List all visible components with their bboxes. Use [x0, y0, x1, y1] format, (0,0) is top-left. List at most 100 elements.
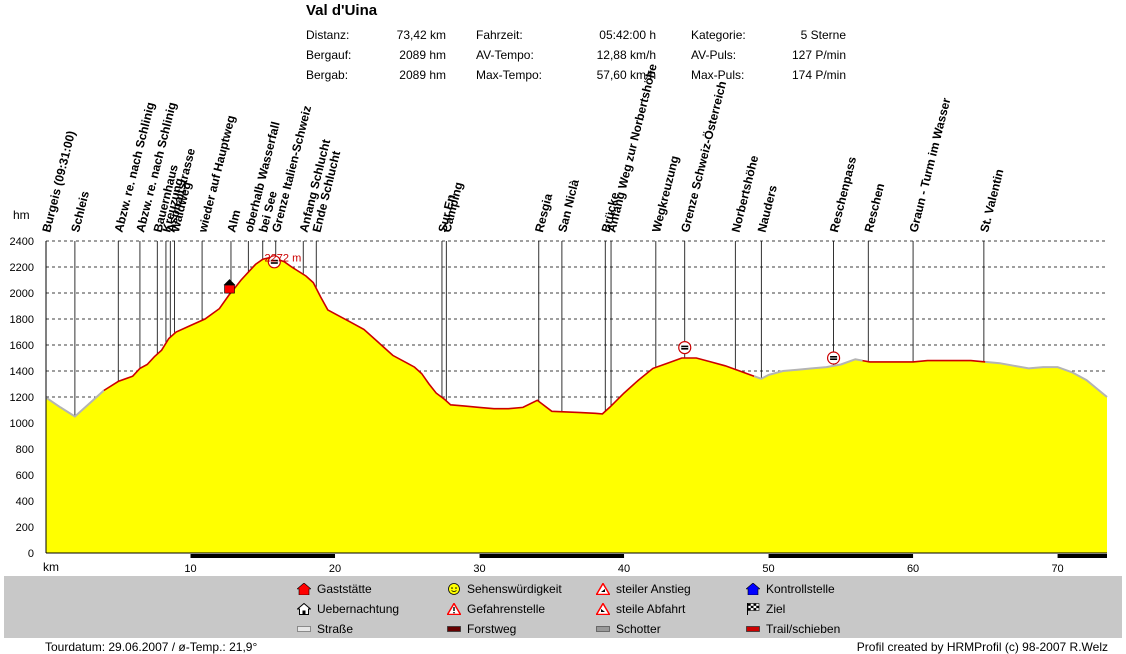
- legend-item-forstweg: Forstweg: [447, 622, 516, 636]
- marker-label: Reschen: [862, 182, 888, 234]
- house-roof: [223, 279, 236, 286]
- gravel-swatch-icon: [596, 623, 610, 635]
- x-axis-band-segment: [479, 554, 625, 558]
- legend-item-steile-abfahrt: steile Abfahrt: [595, 602, 686, 616]
- x-axis-band-segment: [190, 554, 336, 558]
- legend-label: Trail/schieben: [766, 622, 841, 636]
- legend-item-sehenswuerdigkeit: Sehenswürdigkeit: [447, 582, 562, 596]
- legend-item-gaststaette: Gaststätte: [296, 582, 372, 596]
- legend-item-uebernachtung: Uebernachtung: [296, 602, 400, 616]
- legend-label: steiler Anstieg: [616, 582, 691, 596]
- legend-label: Schotter: [616, 622, 661, 636]
- stat-value-bergauf: 2089 hm: [399, 48, 446, 62]
- house-body: [224, 284, 235, 294]
- elevation-line-road: [45, 358, 1108, 418]
- uebernachtung-icon: [267, 255, 281, 269]
- elevation-line: [103, 256, 986, 415]
- house-red-icon: [296, 582, 312, 596]
- forest-swatch-icon: [447, 623, 461, 635]
- legend-label: Uebernachtung: [317, 602, 400, 616]
- uebernachtung-icon: [678, 341, 692, 355]
- warning-icon: [446, 602, 462, 616]
- legend-item-steiler-anstieg: steiler Anstieg: [595, 582, 691, 596]
- stat-value-max-tempo: 57,60 km/h: [596, 68, 656, 82]
- elevation-area: [46, 257, 1107, 553]
- y-tick-label: 2000: [10, 288, 34, 300]
- y-tick-label: 1800: [10, 314, 34, 326]
- stat-value-kategorie: 5 Sterne: [800, 28, 846, 42]
- checkered-flag-icon: [746, 603, 760, 615]
- house-outline-icon: [296, 602, 312, 615]
- x-tick-label: 60: [907, 563, 919, 575]
- marker-label: Schleis: [68, 189, 92, 233]
- elevation-profile-chart: 0 200 400 600 800 1000 1200 1400 1600 1800 2000 220…: [10, 62, 1108, 575]
- stat-label-max-tempo: Max-Tempo:: [476, 68, 543, 82]
- smiley-icon: [447, 583, 461, 595]
- road-swatch-icon: [297, 623, 311, 635]
- stat-label-kategorie: Kategorie:: [691, 28, 746, 42]
- x-tick-label: 40: [618, 563, 630, 575]
- legend-label: Kontrollstelle: [766, 582, 835, 596]
- stat-value-av-puls: 127 P/min: [791, 48, 846, 62]
- marker-label: Wegkreuzung: [649, 154, 682, 234]
- y-tick-label: 0: [28, 548, 34, 560]
- marker-label: San Niclà: [555, 178, 582, 234]
- legend-item-kontrollstelle: Kontrollstelle: [745, 582, 835, 596]
- stat-value-distanz: 73,42 km: [396, 28, 446, 42]
- marker-label: Resgia: [532, 192, 555, 234]
- x-axis-band-segment: [768, 554, 914, 558]
- house-red-icon: [223, 279, 236, 294]
- marker-lines: [74, 241, 985, 417]
- stat-label-max-puls: Max-Puls:: [691, 68, 745, 82]
- marker-label: Reschenpass: [827, 155, 859, 234]
- stat-label-av-tempo: AV-Tempo:: [476, 48, 534, 62]
- stat-label-av-puls: AV-Puls:: [691, 48, 737, 62]
- x-tick-label: 50: [762, 563, 774, 575]
- x-axis-label: km: [43, 560, 59, 574]
- x-tick-label: 20: [329, 563, 341, 575]
- y-tick-label: 1400: [10, 366, 34, 378]
- legend-item-gefahrenstelle: Gefahrenstelle: [446, 602, 545, 616]
- stat-label-distanz: Distanz:: [306, 28, 350, 42]
- y-tick-label: 200: [16, 522, 34, 534]
- marker-label: Grenze Schweiz-Österreich: [677, 79, 729, 233]
- legend-label: Forstweg: [467, 622, 517, 636]
- chart-title: Val d'Uina: [306, 2, 378, 19]
- y-tick-label: 1000: [10, 418, 34, 430]
- y-axis-label: hm: [13, 208, 30, 222]
- marker-label: Nauders: [755, 183, 780, 233]
- x-tick-label: 70: [1051, 563, 1063, 575]
- y-tick-label: 1600: [10, 340, 34, 352]
- stat-value-max-puls: 174 P/min: [791, 68, 846, 82]
- stat-value-av-tempo: 12,88 km/h: [596, 48, 656, 62]
- warning-down-icon: [595, 602, 611, 616]
- footer-tour-info: Tourdatum: 29.06.2007 / ø-Temp.: 21,9°: [45, 640, 258, 654]
- uebernachtung-icon: [826, 351, 841, 365]
- legend-band: [4, 576, 1122, 638]
- marker-label: Graun - Turm im Wasser: [906, 96, 953, 234]
- icons-layer: [223, 255, 841, 365]
- warning-up-icon: [595, 582, 611, 596]
- house-blue-icon: [745, 582, 761, 596]
- legend-item-trail: Trail/schieben: [746, 622, 840, 636]
- footer-credits: Profil created by HRMProfil (c) 98-2007 …: [856, 640, 1108, 654]
- y-tick-label: 2400: [10, 236, 34, 248]
- legend-label: Sehenswürdigkeit: [467, 582, 562, 596]
- legend-label: steile Abfahrt: [616, 602, 686, 616]
- y-tick-label: 800: [16, 444, 34, 456]
- legend-label: Gaststätte: [317, 582, 372, 596]
- y-tick-label: 600: [16, 470, 34, 482]
- y-tick-label: 400: [16, 496, 34, 508]
- y-tick-label: 1200: [10, 392, 34, 404]
- y-tick-label: 2200: [10, 262, 34, 274]
- x-tick-label: 10: [184, 563, 196, 575]
- stat-value-bergab: 2089 hm: [399, 68, 446, 82]
- axis-layer: 0 200 400 600 800 1000 1200 1400 1600 1800 2000 220…: [10, 236, 1107, 575]
- marker-label: St. Valentin: [977, 168, 1006, 234]
- legend-item-ziel: Ziel: [746, 602, 785, 616]
- trail-swatch-icon: [746, 623, 760, 635]
- x-axis-band-segment: [1057, 554, 1107, 558]
- marker-label: Alm: [224, 208, 243, 233]
- max-elevation-label: 2272 m: [265, 253, 302, 265]
- legend-item-schotter: Schotter: [596, 622, 661, 636]
